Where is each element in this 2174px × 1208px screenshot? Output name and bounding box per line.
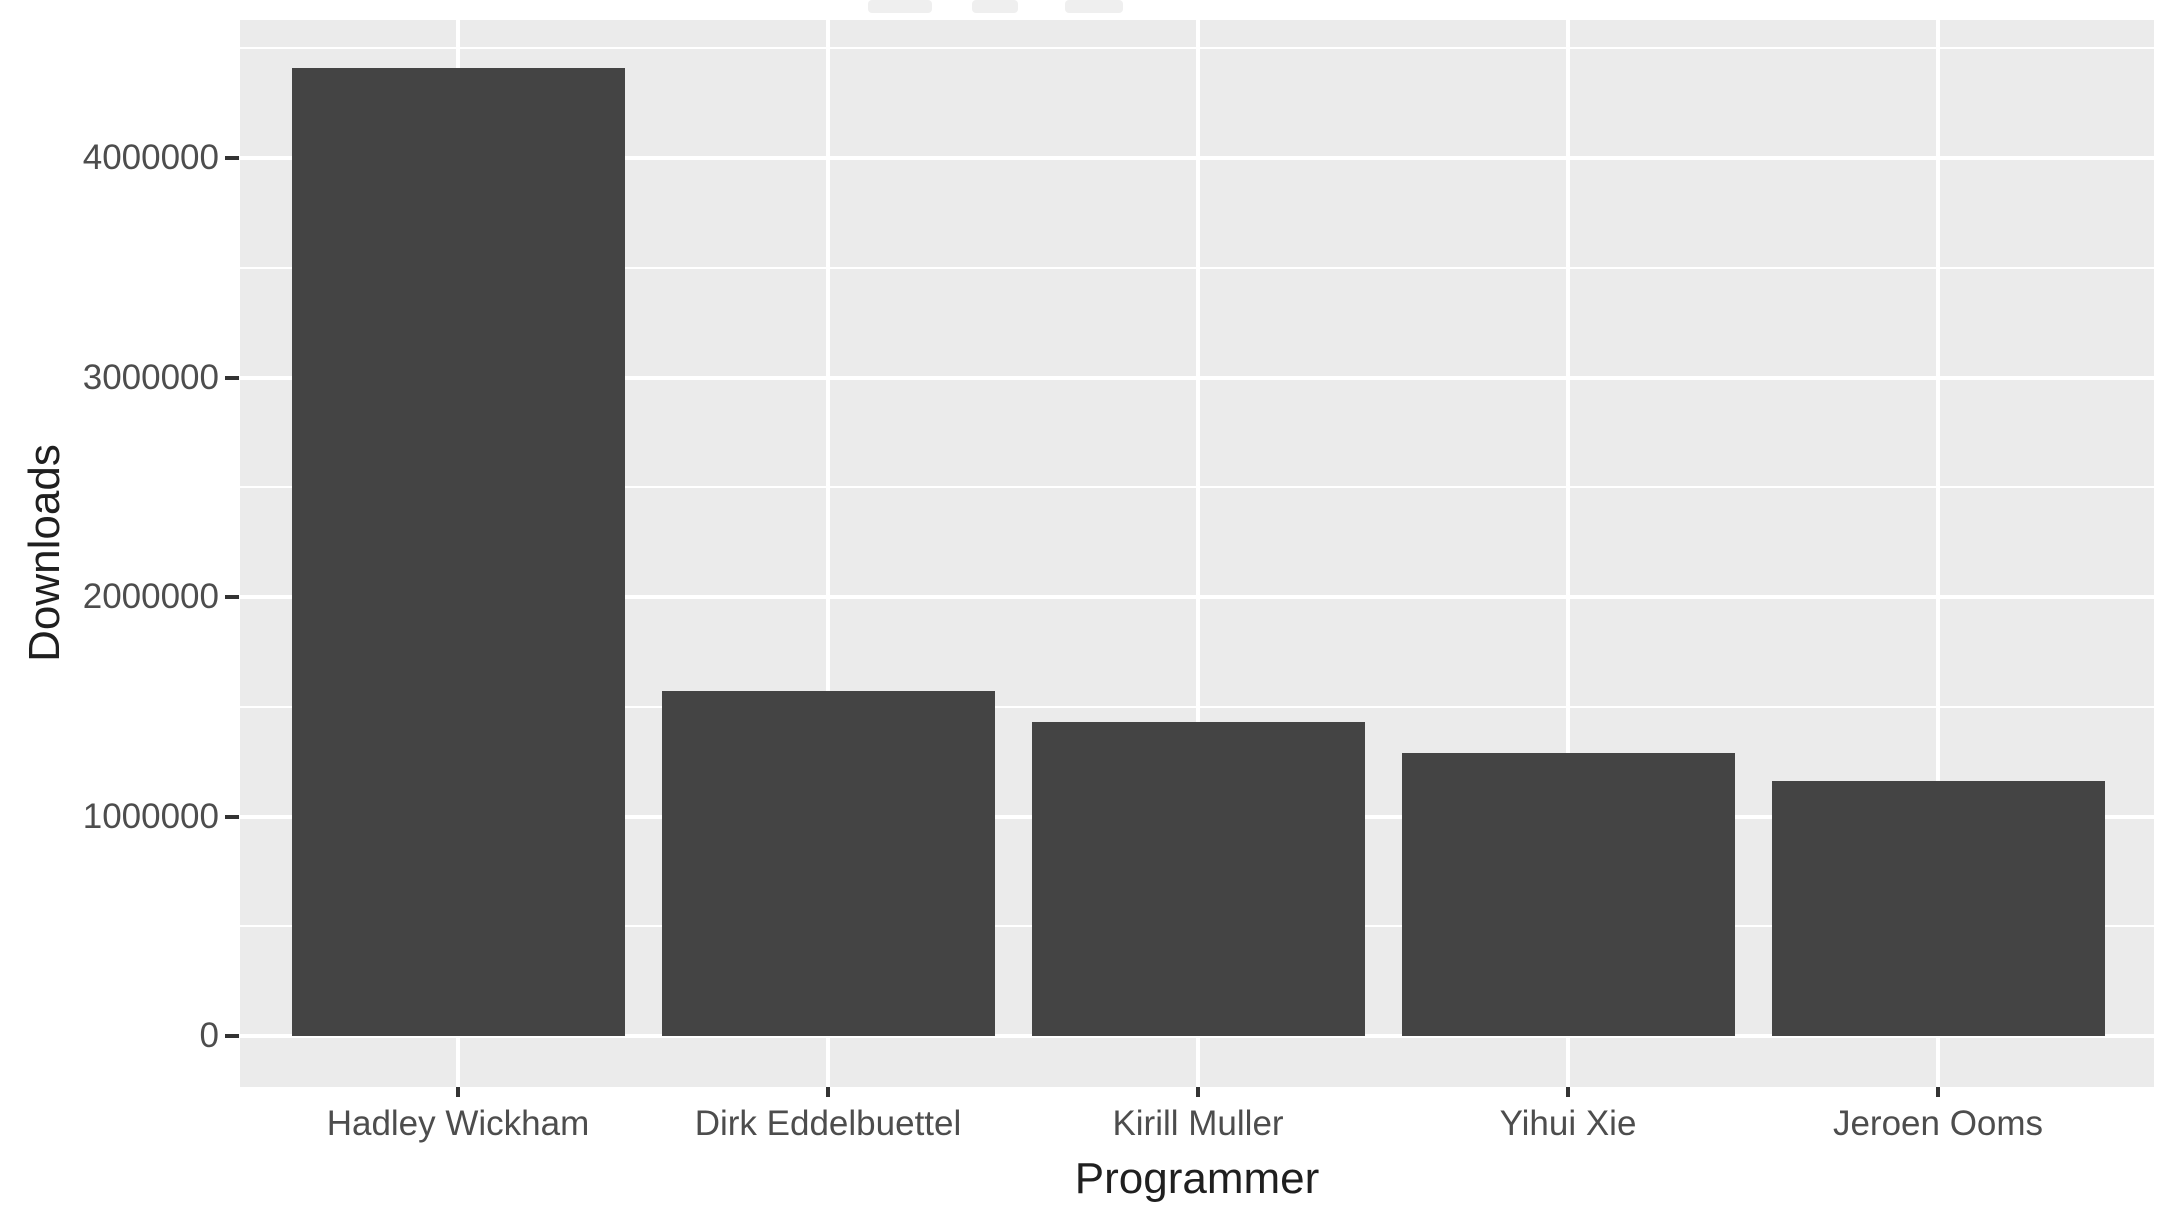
x-tick-mark <box>1566 1087 1570 1097</box>
x-tick-label: Dirk Eddelbuettel <box>694 1104 962 1143</box>
y-tick-mark <box>225 814 239 819</box>
gridline-major-vertical <box>826 20 830 1087</box>
x-tick-label: Hadley Wickham <box>326 1104 590 1143</box>
plot-panel <box>240 20 2154 1087</box>
y-tick-mark <box>225 1034 239 1038</box>
bar-dirk-eddelbuettel <box>661 691 995 1036</box>
x-tick-mark <box>1196 1087 1200 1097</box>
x-tick-mark <box>456 1087 460 1097</box>
x-tick-label: Jeroen Ooms <box>1832 1104 2044 1143</box>
y-tick-label: 2000000 <box>82 577 219 616</box>
x-tick-mark <box>826 1087 830 1097</box>
y-tick-mark <box>225 375 239 380</box>
y-tick-mark <box>225 156 239 160</box>
cropped-title-remnant <box>868 0 932 13</box>
x-tick-label: Kirill Muller <box>1112 1104 1284 1143</box>
gridline-major-vertical <box>1196 20 1200 1087</box>
y-tick-label: 1000000 <box>82 796 219 836</box>
bar-hadley-wickham <box>291 68 625 1036</box>
x-axis-title: Programmer <box>1074 1154 1320 1203</box>
y-tick-mark <box>225 595 239 599</box>
y-tick-label: 0 <box>199 1016 219 1055</box>
x-tick-mark <box>1936 1087 1940 1097</box>
cropped-title-remnant <box>1065 0 1123 13</box>
y-tick-label: 3000000 <box>82 357 219 397</box>
cropped-title-remnant <box>972 0 1018 13</box>
x-tick-label: Yihui Xie <box>1499 1104 1637 1143</box>
gridline-major-vertical <box>1936 20 1940 1087</box>
gridline-major-vertical <box>1566 20 1570 1087</box>
bar-jeroen-ooms <box>1771 781 2105 1036</box>
bar-yihui-xie <box>1401 753 1735 1036</box>
y-axis-title: Downloads <box>20 444 69 662</box>
bar-kirill-muller <box>1031 722 1365 1036</box>
y-tick-label: 4000000 <box>82 138 219 177</box>
